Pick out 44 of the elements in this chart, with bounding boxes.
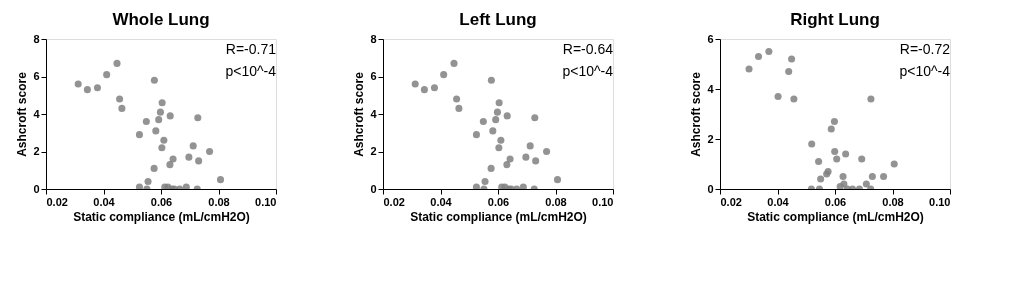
x-axis-title: Static compliance (mL/cmH2O) bbox=[410, 209, 587, 224]
y-tick-label: 4 bbox=[370, 107, 378, 120]
annotation: R=-0.71 bbox=[225, 41, 277, 57]
x-tick-label: 0.04 bbox=[767, 195, 790, 208]
annotation: p<10^-4 bbox=[225, 63, 277, 79]
x-tick-label: 0.02 bbox=[720, 195, 742, 208]
x-tick-label: 0.10 bbox=[592, 195, 614, 208]
x-tick-label: 0.06 bbox=[487, 195, 510, 208]
y-axis-title: Ashcroft score bbox=[689, 71, 704, 157]
chart-title: Right Lung bbox=[790, 10, 880, 29]
x-tick-label: 0.02 bbox=[46, 195, 68, 208]
x-tick-label: 0.10 bbox=[929, 195, 951, 208]
annotation: p<10^-4 bbox=[562, 63, 614, 79]
y-tick-label: 8 bbox=[33, 32, 40, 45]
y-tick-label: 4 bbox=[33, 107, 41, 120]
y-tick-label: 2 bbox=[370, 145, 377, 157]
x-tick-label: 0.08 bbox=[208, 195, 230, 208]
x-tick-label: 0.08 bbox=[882, 195, 904, 208]
x-axis-title: Static compliance (mL/cmH2O) bbox=[747, 209, 924, 224]
y-tick-label: 2 bbox=[707, 132, 714, 145]
annotation: p<10^-4 bbox=[899, 63, 951, 79]
y-tick-label: 0 bbox=[370, 182, 377, 195]
chart-title: Left Lung bbox=[459, 10, 537, 29]
x-tick-label: 0.06 bbox=[824, 195, 847, 208]
x-axis-title: Static compliance (mL/cmH2O) bbox=[73, 209, 250, 224]
y-tick-label: 0 bbox=[33, 182, 40, 195]
annotation: R=-0.72 bbox=[899, 41, 951, 57]
x-tick-label: 0.06 bbox=[150, 195, 173, 208]
y-axis-title: Ashcroft score bbox=[352, 71, 367, 157]
y-tick-label: 0 bbox=[707, 182, 714, 195]
y-axis-title: Ashcroft score bbox=[15, 71, 30, 157]
y-tick-label: 6 bbox=[370, 70, 377, 82]
annotation: R=-0.64 bbox=[562, 41, 614, 57]
y-tick-label: 4 bbox=[707, 82, 715, 95]
y-tick-label: 6 bbox=[707, 32, 714, 45]
x-tick-label: 0.04 bbox=[430, 195, 453, 208]
y-tick-label: 8 bbox=[370, 32, 377, 45]
x-tick-label: 0.02 bbox=[383, 195, 405, 208]
x-tick-label: 0.08 bbox=[545, 195, 567, 208]
x-tick-label: 0.10 bbox=[255, 195, 277, 208]
chart-title: Whole Lung bbox=[112, 10, 210, 29]
x-tick-label: 0.04 bbox=[93, 195, 116, 208]
y-tick-label: 6 bbox=[33, 70, 40, 82]
y-tick-label: 2 bbox=[33, 145, 40, 157]
